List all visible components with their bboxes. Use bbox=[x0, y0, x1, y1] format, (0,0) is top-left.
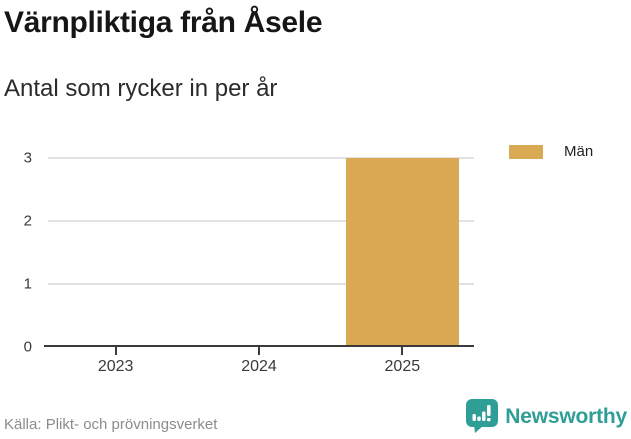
x-ticks bbox=[44, 347, 474, 355]
chart-subtitle: Antal som rycker in per år bbox=[4, 75, 278, 102]
x-tick-label: 2025 bbox=[384, 358, 421, 375]
legend-label: Män bbox=[564, 143, 594, 160]
source-note: Källa: Plikt- och prövningsverket bbox=[4, 416, 218, 433]
gridline bbox=[48, 220, 474, 222]
gridlines bbox=[44, 157, 474, 347]
x-axis-labels: 2023 2024 2025 bbox=[44, 357, 474, 377]
legend-swatch bbox=[509, 144, 543, 159]
y-axis-labels: 0 1 2 3 bbox=[0, 151, 32, 355]
x-tick-slot bbox=[331, 347, 474, 355]
bar-2025 bbox=[345, 158, 459, 347]
bar-slot bbox=[44, 158, 187, 347]
y-tick-label: 2 bbox=[23, 212, 32, 230]
newsworthy-speech-bubble-chart-icon bbox=[466, 399, 499, 433]
plot-area bbox=[44, 157, 474, 347]
legend: Män bbox=[509, 144, 593, 159]
x-tick-label: 2024 bbox=[241, 358, 277, 375]
bar-slot bbox=[331, 158, 474, 347]
y-tick-label: 0 bbox=[23, 338, 32, 356]
x-tick bbox=[401, 347, 404, 355]
x-tick bbox=[257, 347, 260, 355]
brand-logo: Newsworthy bbox=[466, 399, 627, 433]
brand-name: Newsworthy bbox=[505, 404, 627, 428]
gridline bbox=[48, 283, 474, 285]
chart-title: Värnpliktiga från Åsele bbox=[4, 6, 323, 39]
x-tick bbox=[114, 347, 117, 355]
x-tick-label: 2023 bbox=[97, 358, 134, 375]
x-axis-line bbox=[44, 345, 474, 347]
x-tick-slot bbox=[187, 347, 330, 355]
gridline bbox=[48, 157, 474, 159]
x-tick-slot bbox=[44, 347, 187, 355]
y-tick-label: 1 bbox=[23, 275, 32, 293]
bar-slots bbox=[44, 158, 474, 347]
y-tick-label: 3 bbox=[23, 149, 32, 167]
bar-slot bbox=[187, 158, 330, 347]
